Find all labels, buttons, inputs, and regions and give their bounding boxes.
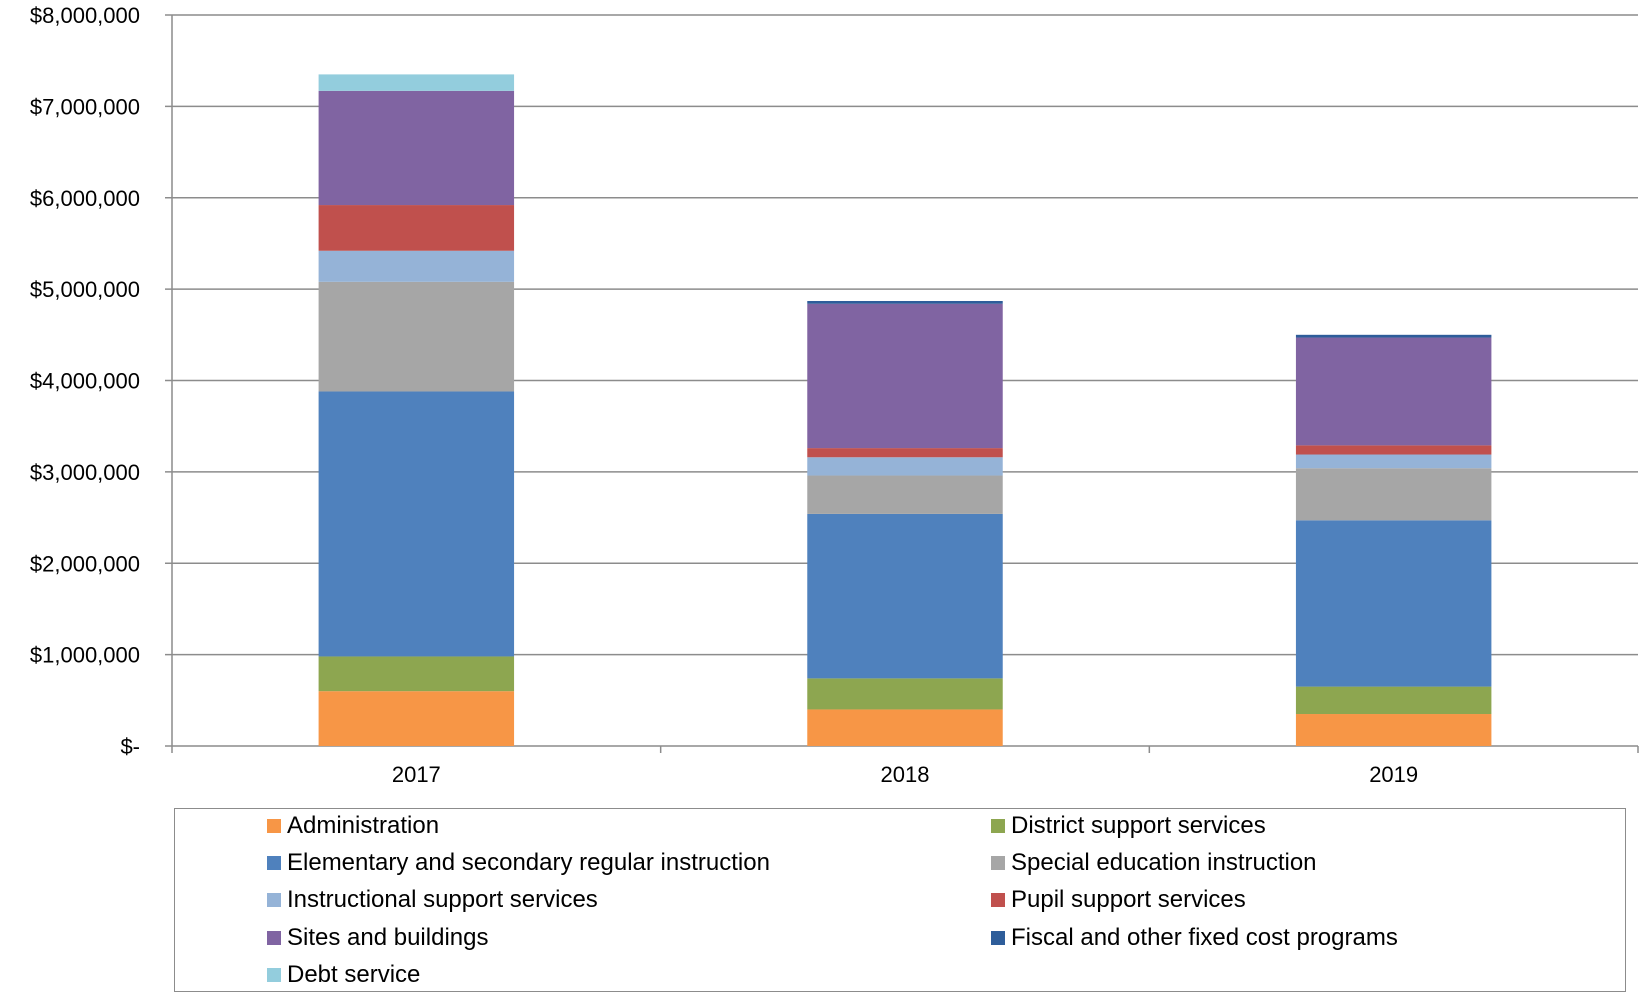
y-tick-label: $7,000,000 [30,94,140,119]
bar-segment-2017-series-6 [318,90,515,206]
bar-segment-2018-series-4 [807,457,1003,476]
bar-segment-2017-series-3 [318,281,515,392]
bar-segment-2017-series-4 [318,250,515,282]
y-tick-label: $1,000,000 [30,643,140,668]
legend-label: Special education instruction [1011,849,1317,877]
bar-segment-2019-series-1 [1295,686,1492,715]
legend-label: Fiscal and other fixed cost programs [1011,923,1398,951]
legend-item: Pupil support services [991,885,1246,915]
legend-swatch [267,819,281,833]
bar-segment-2018-series-7 [807,301,1003,304]
bar-segment-2018-series-3 [807,475,1003,514]
legend-label: Debt service [287,960,421,988]
legend-swatch [991,930,1005,945]
bar-segment-2018-series-0 [807,709,1003,746]
bar-segment-2017-series-0 [318,691,515,746]
legend-swatch [991,893,1005,908]
y-tick-label: $8,000,000 [30,3,140,28]
legend-label: Elementary and secondary regular instruc… [287,849,770,877]
x-tick-label: 2019 [1369,762,1418,787]
bar-segment-2018-series-2 [807,513,1003,679]
y-tick-label: $3,000,000 [30,460,140,485]
bar-segment-2017-series-8 [318,74,515,91]
legend-item: Sites and buildings [267,923,488,953]
bar-segment-2019-series-5 [1295,445,1492,455]
legend-label: Administration [287,812,440,839]
y-tick-label: $4,000,000 [30,369,140,394]
legend-item: Debt service [267,960,420,990]
legend-item: Instructional support services [267,885,598,915]
bar-segment-2019-series-0 [1295,714,1492,746]
bar-segment-2019-series-7 [1295,334,1492,338]
bar-segment-2017-series-5 [318,205,515,251]
bar-segment-2018-series-6 [807,303,1003,449]
legend-label: District support services [1011,812,1266,839]
y-tick-label: $2,000,000 [30,551,140,576]
bar-segment-2019-series-6 [1295,337,1492,446]
bar-segment-2017-series-1 [318,656,515,692]
legend-item: District support services [991,811,1266,841]
x-tick-label: 2018 [881,762,930,787]
bar-segment-2018-series-5 [807,448,1003,458]
legend-label: Sites and buildings [287,923,489,951]
legend-item: Special education instruction [991,848,1317,878]
legend-label: Instructional support services [287,886,598,914]
bar-segment-2019-series-2 [1295,520,1492,687]
bar-segment-2018-series-1 [807,678,1003,710]
bar-segment-2019-series-3 [1295,468,1492,521]
y-tick-label: $5,000,000 [30,277,140,302]
y-tick-label: $- [120,734,140,759]
legend-swatch [991,856,1005,871]
legend-swatch [991,819,1005,833]
bar-segment-2017-series-2 [318,391,515,657]
stacked-bar-chart: $- $1,000,000 $2,000,000 $3,000,000 $4,000,0… [30,3,1639,787]
legend-item: Administration [267,811,439,841]
legend-swatch [267,930,281,945]
legend-item: Elementary and secondary regular instruc… [267,848,770,878]
bar-segment-2019-series-4 [1295,454,1492,469]
legend-label: Pupil support services [1011,886,1246,914]
legend-swatch [267,893,281,908]
legend-swatch [267,856,281,871]
legend-item: Fiscal and other fixed cost programs [991,923,1398,953]
y-tick-label: $6,000,000 [30,186,140,211]
x-tick-label: 2017 [392,762,441,787]
chart-legend: Administration District support services E… [174,808,1626,992]
legend-swatch [267,967,281,982]
